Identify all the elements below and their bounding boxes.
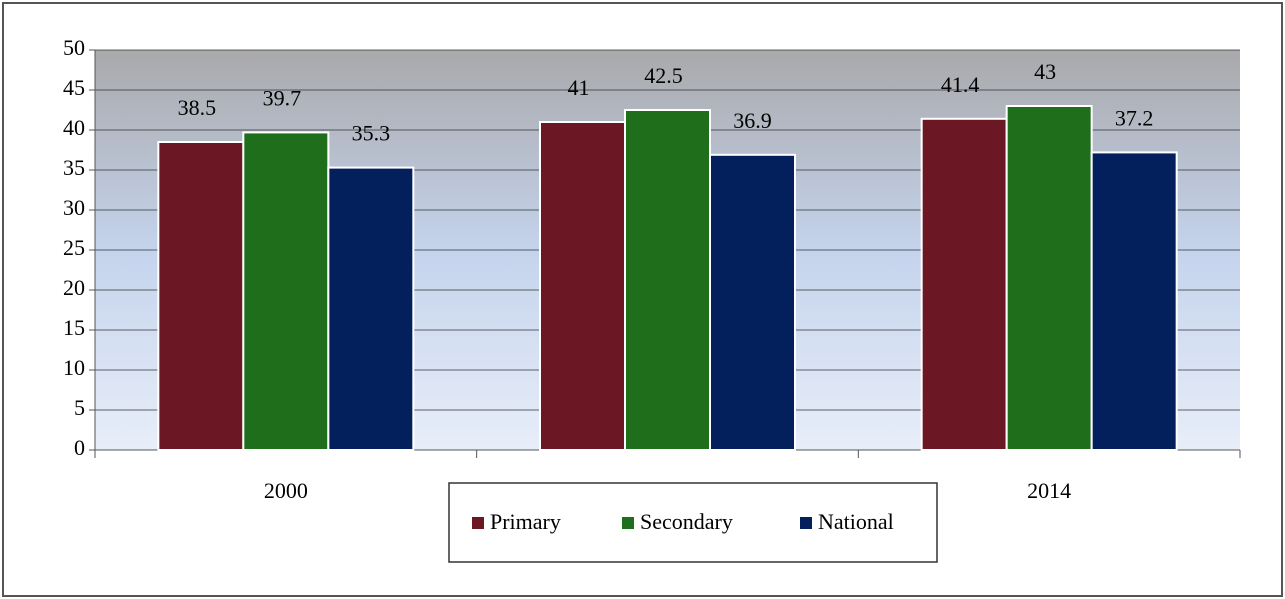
- x-tick-label: 2000: [264, 478, 308, 503]
- y-tick-label: 5: [74, 395, 85, 420]
- legend-swatch: [472, 517, 484, 529]
- y-tick-label: 50: [63, 35, 85, 60]
- legend-label: Primary: [490, 509, 561, 534]
- y-tick-label: 35: [63, 155, 85, 180]
- legend-label: Secondary: [640, 509, 733, 534]
- bar: [539, 121, 626, 451]
- y-tick-label: 40: [63, 115, 85, 140]
- bar: [157, 141, 245, 451]
- value-label: 43: [1034, 59, 1056, 84]
- bar: [242, 131, 330, 451]
- y-tick-label: 10: [63, 355, 85, 380]
- legend-swatch: [622, 517, 634, 529]
- x-tick-label: 2014: [1027, 478, 1071, 503]
- value-label: 39.7: [263, 85, 302, 110]
- y-tick-label: 15: [63, 315, 85, 340]
- value-label: 36.9: [733, 108, 772, 133]
- bar: [920, 117, 1008, 452]
- bar: [327, 166, 415, 451]
- y-tick-label: 25: [63, 235, 85, 260]
- value-label: 41: [568, 75, 590, 100]
- legend-label: National: [818, 509, 894, 534]
- y-tick-label: 20: [63, 275, 85, 300]
- value-label: 42.5: [644, 63, 683, 88]
- legend-box: [448, 482, 938, 563]
- value-label: 35.3: [352, 121, 391, 146]
- bar: [1090, 151, 1178, 451]
- value-label: 41.4: [941, 72, 980, 97]
- value-label: 38.5: [178, 95, 217, 120]
- y-tick-label: 0: [74, 435, 85, 460]
- y-tick-label: 45: [63, 75, 85, 100]
- y-tick-label: 30: [63, 195, 85, 220]
- value-label: 37.2: [1115, 105, 1154, 130]
- bar: [1005, 105, 1093, 451]
- bar: [624, 109, 711, 451]
- legend-swatch: [800, 517, 812, 529]
- bar: [709, 153, 796, 452]
